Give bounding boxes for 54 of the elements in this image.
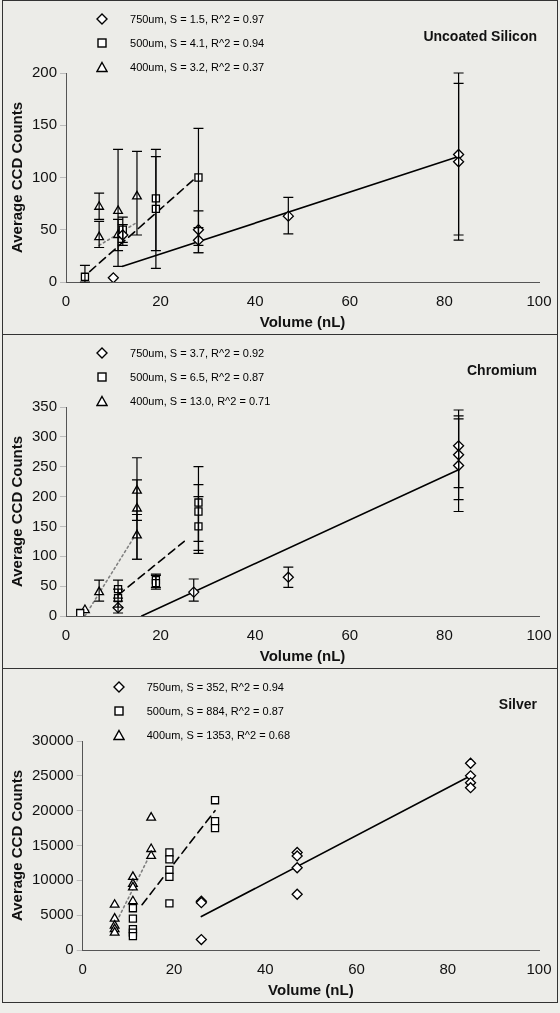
x-tick-label: 100 — [526, 626, 552, 644]
x-tick-label: 0 — [78, 960, 87, 978]
x-axis-title: Volume (nL) — [268, 981, 354, 999]
y-tick-label: 200 — [32, 486, 58, 504]
y-tick-label: 15000 — [31, 835, 74, 853]
y-tick-label: 100 — [32, 167, 58, 185]
y-tick-label: 0 — [65, 940, 74, 958]
chart-title: Silver — [498, 695, 538, 712]
y-tick-label: 250 — [32, 456, 58, 474]
x-tick-label: 100 — [526, 960, 552, 978]
legend-label: 750um, S = 1.5, R^2 = 0.97 — [130, 13, 265, 25]
legend-label: 400um, S = 13.0, R^2 = 0.71 — [130, 395, 271, 407]
x-tick-label: 60 — [341, 292, 359, 310]
legend-label: 500um, S = 4.1, R^2 = 0.94 — [130, 37, 265, 49]
legend-label: 750um, S = 352, R^2 = 0.94 — [146, 681, 284, 693]
y-tick-label: 150 — [32, 516, 58, 534]
legend-label: 750um, S = 3.7, R^2 = 0.92 — [130, 347, 265, 359]
y-tick-label: 150 — [32, 115, 58, 133]
legend-label: 400um, S = 3.2, R^2 = 0.37 — [130, 61, 265, 73]
y-tick-label: 50 — [40, 219, 58, 237]
y-tick-label: 10000 — [31, 870, 74, 888]
x-tick-label: 80 — [436, 626, 453, 644]
y-tick-label: 30000 — [31, 731, 74, 749]
y-tick-label: 300 — [32, 427, 58, 444]
x-axis-title: Volume (nL) — [259, 313, 346, 331]
y-axis-title: Average CCD Counts — [8, 101, 26, 254]
y-tick-label: 5000 — [40, 905, 74, 923]
y-tick-label: 350 — [32, 397, 58, 415]
x-tick-label: 80 — [439, 960, 457, 978]
x-tick-label: 60 — [348, 960, 365, 978]
x-tick-label: 20 — [152, 292, 169, 310]
x-tick-label: 40 — [246, 626, 264, 644]
x-tick-label: 20 — [152, 626, 169, 644]
y-tick-label: 100 — [32, 546, 58, 564]
legend-label: 500um, S = 884, R^2 = 0.87 — [146, 705, 284, 717]
y-tick-label: 0 — [48, 606, 58, 624]
chart-title: Uncoated Silicon — [423, 27, 537, 44]
chart-title: Chromium — [467, 361, 537, 378]
legend-label: 400um, S = 1353, R^2 = 0.68 — [146, 729, 291, 741]
y-tick-label: 0 — [48, 272, 58, 290]
legend-label: 500um, S = 6.5, R^2 = 0.87 — [130, 371, 265, 383]
x-tick-label: 40 — [256, 960, 274, 978]
x-tick-label: 100 — [526, 292, 552, 310]
y-tick-label: 25000 — [31, 765, 74, 783]
y-tick-label: 200 — [32, 63, 58, 81]
y-axis-title: Average CCD Counts — [8, 435, 26, 588]
x-tick-label: 40 — [246, 292, 264, 310]
y-axis-title: Average CCD Counts — [8, 769, 26, 922]
x-tick-label: 60 — [341, 626, 359, 644]
y-tick-label: 50 — [40, 576, 58, 594]
x-axis-title: Volume (nL) — [259, 647, 346, 665]
y-tick-label: 20000 — [31, 800, 74, 818]
x-tick-label: 20 — [165, 960, 183, 978]
x-tick-label: 80 — [436, 292, 453, 310]
